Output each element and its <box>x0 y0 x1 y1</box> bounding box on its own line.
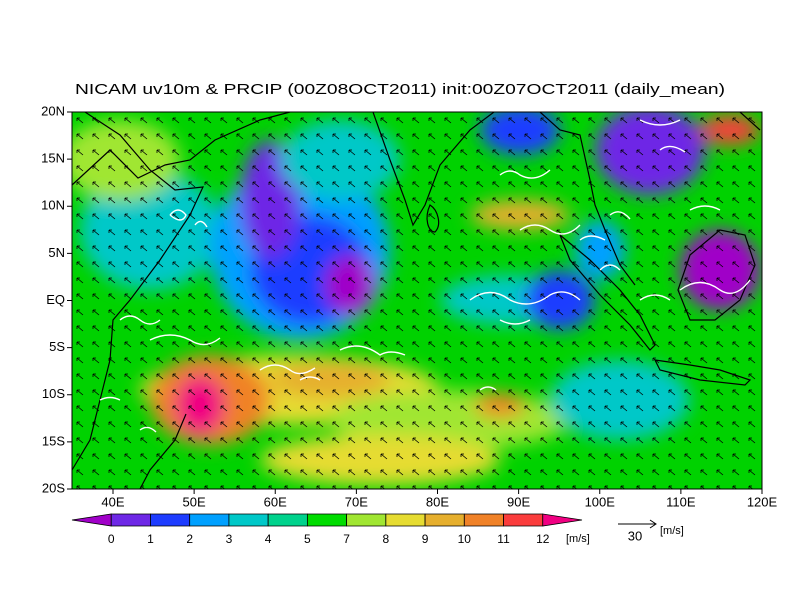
colorbar-label: 5 <box>304 532 311 546</box>
lat-label: 20N <box>41 103 65 118</box>
axes: 20N 15N 10N 5N EQ 5S 10S 15S 20S 40E 50E 60E 70E 80E 9… <box>41 103 777 509</box>
colorbar-label: 8 <box>383 532 390 546</box>
colorbar-unit: [m/s] <box>566 533 590 545</box>
lon-label: 100E <box>585 494 616 509</box>
colorbar-label: 10 <box>458 532 472 546</box>
colorbar-box <box>424 513 465 527</box>
lon-label: 50E <box>183 494 206 509</box>
colorbar-box <box>150 513 191 527</box>
lat-label: 10N <box>41 198 65 213</box>
vector-key-value: 30 <box>628 528 642 543</box>
colorbar-label: 12 <box>536 532 550 546</box>
lat-label: 20S <box>42 480 65 495</box>
colorbar-box <box>71 513 112 527</box>
lon-label: 70E <box>345 494 368 509</box>
lon-label: 90E <box>507 494 530 509</box>
colorbar-box <box>463 513 504 527</box>
colorbar-box <box>228 513 269 527</box>
colorbar-box <box>503 513 544 527</box>
colorbar-label: 2 <box>186 532 193 546</box>
vector-key-arrow <box>618 519 657 529</box>
lon-label: 60E <box>264 494 287 509</box>
colorbar-label: 1 <box>147 532 154 546</box>
precip-contours <box>99 119 751 433</box>
vector-key: 30 [m/s] <box>618 519 684 543</box>
colorbar-label: 11 <box>497 532 510 546</box>
colorbar-label: 7 <box>343 532 350 546</box>
lon-label: 80E <box>426 494 449 509</box>
colorbar-box <box>267 513 308 527</box>
lon-label: 40E <box>101 494 124 509</box>
colorbar-box <box>189 513 230 527</box>
colorbar-box <box>385 513 426 527</box>
vector-key-unit: [m/s] <box>660 525 684 537</box>
colorbar-box <box>110 513 151 527</box>
lat-label: 15N <box>41 151 65 166</box>
lat-label: 5N <box>48 245 65 260</box>
map-field <box>72 112 762 489</box>
colorbar-box <box>306 513 348 527</box>
colorbar-label: 4 <box>265 532 272 546</box>
lon-label: 120E <box>747 494 778 509</box>
lat-label: 10S <box>42 386 65 401</box>
lat-label: 5S <box>49 339 65 354</box>
title: NICAM uv10m & PRCIP (00Z08OCT2011) init:… <box>75 81 725 98</box>
lat-label: EQ <box>46 292 65 307</box>
lat-label: 15S <box>42 433 65 448</box>
colorbar: 0 1 2 3 4 5 7 8 9 10 11 12 [m/s] <box>71 513 590 546</box>
colorbar-label: 3 <box>226 532 233 546</box>
colorbar-box <box>542 513 583 527</box>
colorbar-label: 9 <box>422 532 429 546</box>
colorbar-label: 0 <box>108 532 115 546</box>
colorbar-box <box>346 513 387 527</box>
lon-label: 110E <box>666 494 696 509</box>
